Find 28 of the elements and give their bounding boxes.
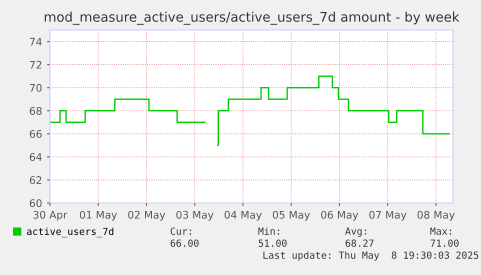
x-tick-label: 30 Apr	[34, 210, 68, 221]
y-tick-label: 70	[30, 84, 42, 92]
x-tick-label: 02 May	[128, 210, 166, 221]
x-tick-label: 05 May	[272, 210, 310, 221]
x-tick-label: 06 May	[321, 210, 358, 221]
x-tick-label: 08 May	[418, 210, 455, 221]
y-tick-label: 68	[30, 106, 42, 115]
y-tick-label: 64	[30, 153, 42, 161]
y-tick-label: 74	[30, 38, 42, 46]
y-tick-label: 60	[30, 199, 42, 208]
text: Last update: Thu May 8 19:30:03 2025	[263, 251, 478, 261]
y-tick-label: 72	[30, 60, 42, 69]
legend-label: active_users_7d	[27, 228, 114, 238]
x-tick-label: 03 May	[176, 210, 214, 221]
x-tick-label: 01 May	[80, 210, 117, 221]
chart-title: mod_measure_active_users/active_users_7d amount - by week	[44, 12, 460, 25]
text: 68.27	[346, 239, 374, 247]
x-tick-label: 04 May	[224, 210, 262, 221]
text: 66.00	[170, 239, 199, 247]
y-tick-label: 66	[30, 130, 42, 138]
y-tick-label: 62	[30, 176, 42, 184]
text: Cur:	[170, 227, 192, 235]
x-tick-label: 07 May	[369, 210, 406, 221]
text: Min:	[258, 227, 280, 235]
text: 51.00	[258, 239, 287, 247]
text: 71.00	[430, 239, 459, 247]
text: Avg:	[345, 228, 366, 237]
text: Max:	[430, 228, 452, 235]
